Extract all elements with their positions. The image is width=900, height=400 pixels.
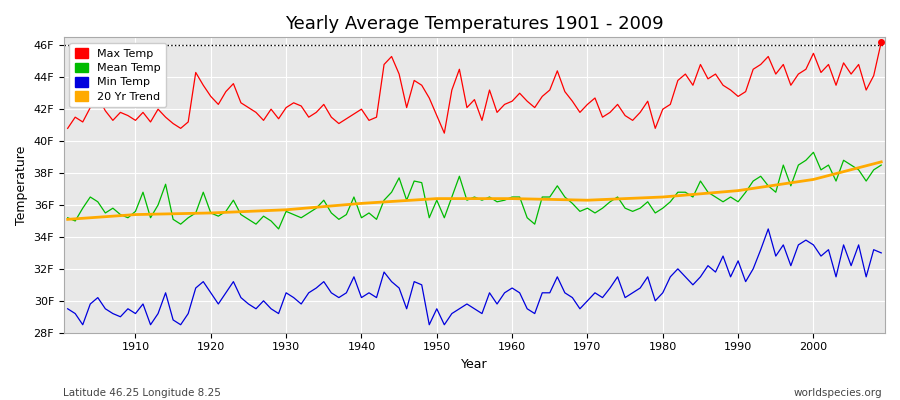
Y-axis label: Temperature: Temperature <box>15 145 28 225</box>
Legend: Max Temp, Mean Temp, Min Temp, 20 Yr Trend: Max Temp, Mean Temp, Min Temp, 20 Yr Tre… <box>69 43 166 107</box>
X-axis label: Year: Year <box>461 358 488 371</box>
Text: worldspecies.org: worldspecies.org <box>794 388 882 398</box>
Text: Latitude 46.25 Longitude 8.25: Latitude 46.25 Longitude 8.25 <box>63 388 220 398</box>
Title: Yearly Average Temperatures 1901 - 2009: Yearly Average Temperatures 1901 - 2009 <box>285 15 664 33</box>
